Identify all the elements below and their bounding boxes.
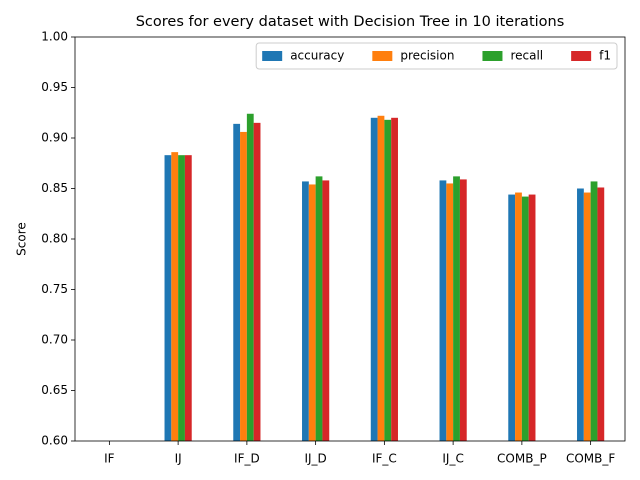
- x-tick-label: IJ_D: [304, 452, 326, 466]
- bar: [377, 115, 385, 441]
- x-tick-label: IF_D: [234, 452, 260, 466]
- plot-frame: [74, 36, 626, 442]
- bar: [322, 180, 330, 442]
- legend-swatch: [372, 51, 393, 61]
- y-tick-label: 0.80: [41, 232, 68, 246]
- y-axis-label: Score: [15, 222, 29, 256]
- x-tick-label: IF: [104, 452, 115, 466]
- legend-swatch: [571, 51, 592, 61]
- bar: [508, 194, 516, 441]
- bar: [453, 176, 460, 441]
- x-tick-label: IF_C: [372, 452, 397, 466]
- legend: accuracy precision recall f1: [255, 42, 618, 70]
- bar: [597, 187, 605, 441]
- y-tick-label: 0.70: [41, 333, 68, 347]
- bar: [253, 122, 261, 441]
- bar: [171, 152, 179, 441]
- bar: [583, 192, 591, 441]
- legend-label: precision: [400, 49, 454, 63]
- bar: [302, 181, 309, 441]
- bar: [515, 192, 522, 441]
- x-tick-label: COMB_P: [497, 452, 547, 466]
- bar: [308, 184, 316, 441]
- bar: [521, 196, 529, 441]
- y-tick-label: 0.75: [41, 282, 68, 296]
- bar: [577, 188, 584, 441]
- y-tick-label: 0.85: [41, 181, 68, 195]
- x-tick-label: IJ_C: [442, 452, 463, 466]
- legend-label: recall: [510, 49, 543, 63]
- bar: [184, 155, 192, 442]
- bar: [233, 123, 241, 442]
- bar: [240, 131, 247, 441]
- y-tick-label: 0.65: [41, 383, 68, 397]
- x-tick-label: COMB_F: [566, 452, 615, 466]
- bar: [391, 117, 398, 442]
- y-tick-label: 0.60: [41, 434, 68, 448]
- legend-label: f1: [599, 49, 611, 63]
- bar: [315, 176, 323, 441]
- bar: [446, 183, 454, 441]
- bar: [384, 119, 392, 441]
- y-tick-label: 0.95: [41, 80, 68, 94]
- legend-swatch: [482, 51, 503, 61]
- legend-label: accuracy: [290, 49, 344, 63]
- y-tick-label: 1.00: [41, 30, 68, 44]
- bar: [528, 194, 536, 441]
- bar: [459, 179, 467, 441]
- x-tick-label: IJ: [175, 452, 182, 466]
- bar: [178, 155, 185, 442]
- legend-swatch: [262, 51, 283, 61]
- bar: [246, 113, 254, 441]
- bar: [590, 181, 598, 441]
- y-tick-label: 0.90: [41, 131, 68, 145]
- bar: [370, 117, 378, 442]
- bar: [439, 180, 447, 442]
- chart-title: Scores for every dataset with Decision T…: [136, 14, 565, 30]
- bar: [164, 155, 172, 442]
- legend-box: [255, 42, 618, 70]
